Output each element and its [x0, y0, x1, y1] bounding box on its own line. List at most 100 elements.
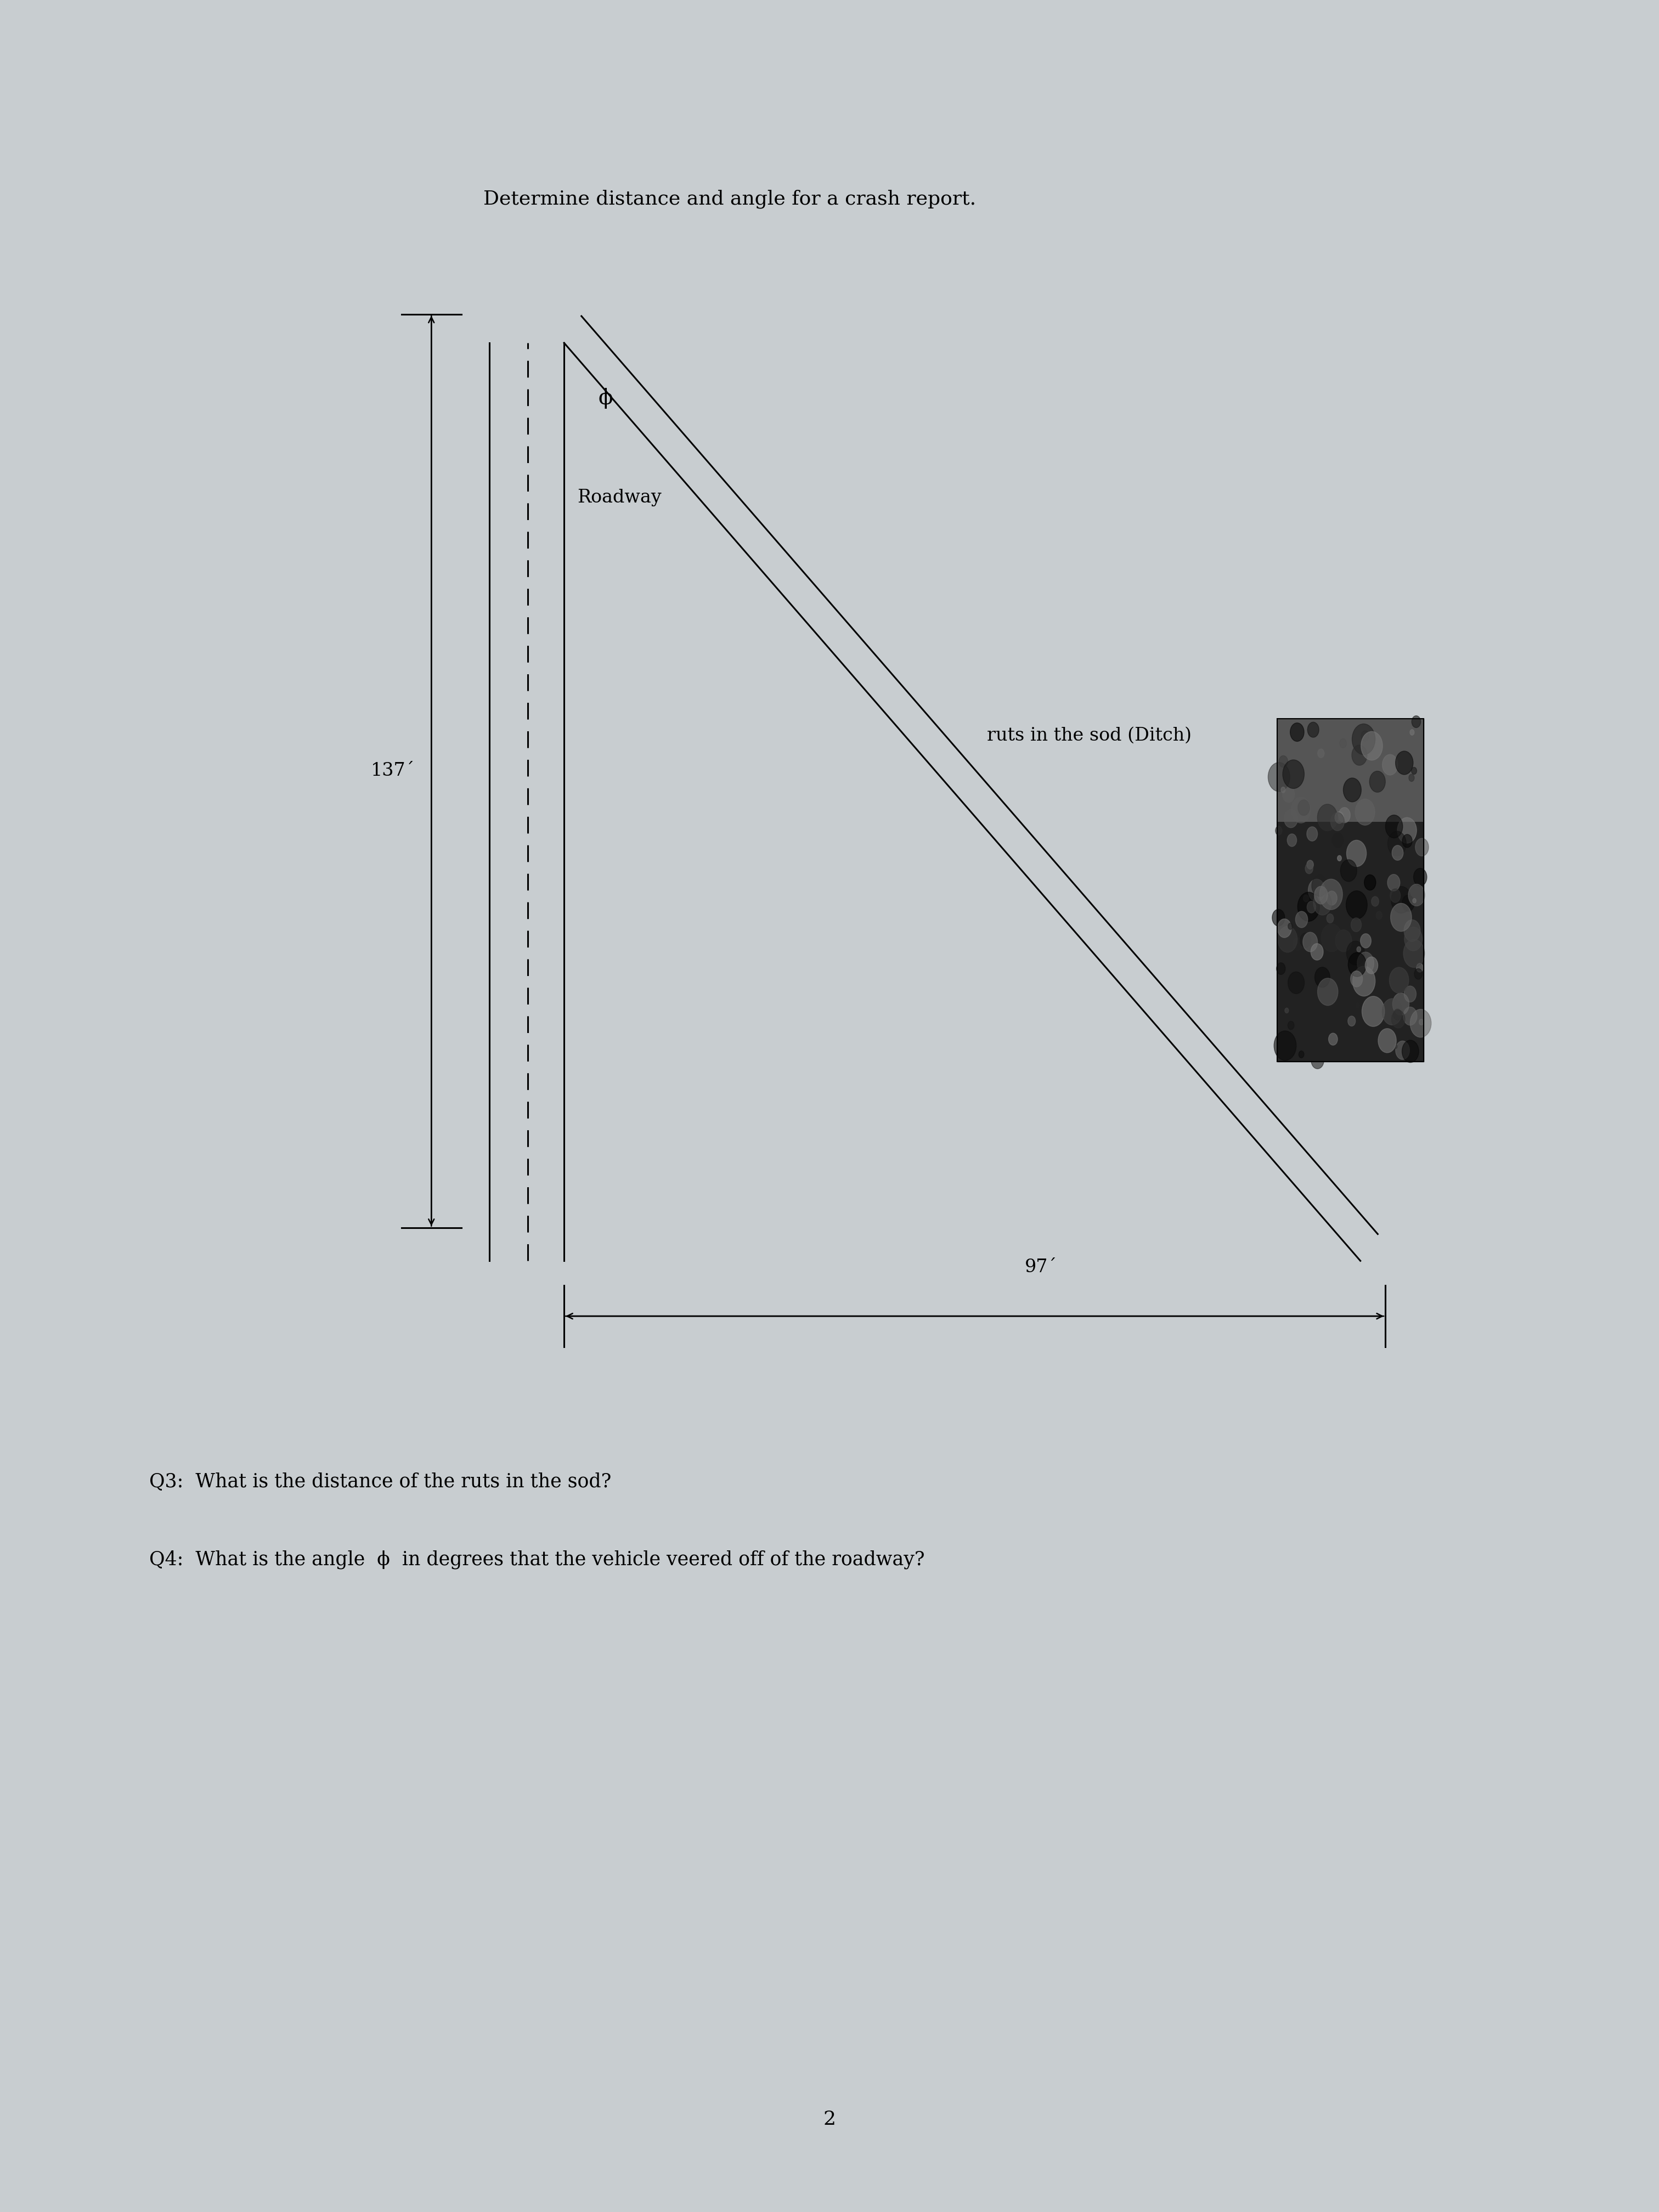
Circle shape: [1392, 1011, 1405, 1029]
Circle shape: [1317, 978, 1339, 1006]
Circle shape: [1404, 1006, 1417, 1024]
Circle shape: [1277, 927, 1297, 953]
Circle shape: [1284, 810, 1297, 827]
Circle shape: [1287, 1022, 1294, 1029]
Circle shape: [1415, 838, 1428, 856]
Circle shape: [1287, 922, 1292, 929]
Circle shape: [1291, 796, 1311, 823]
Circle shape: [1382, 998, 1402, 1024]
Circle shape: [1360, 933, 1370, 949]
Circle shape: [1297, 801, 1309, 816]
Circle shape: [1372, 896, 1379, 907]
Circle shape: [1355, 1002, 1360, 1009]
Circle shape: [1382, 754, 1399, 774]
Circle shape: [1360, 730, 1369, 741]
Circle shape: [1357, 947, 1360, 951]
Circle shape: [1360, 732, 1382, 761]
Circle shape: [1412, 768, 1417, 774]
Circle shape: [1311, 1053, 1324, 1068]
Bar: [1277, 823, 1423, 1062]
Circle shape: [1345, 891, 1367, 918]
Circle shape: [1387, 832, 1407, 856]
Circle shape: [1306, 863, 1312, 874]
Circle shape: [1404, 940, 1425, 967]
Circle shape: [1390, 902, 1412, 931]
Circle shape: [1287, 971, 1304, 993]
Circle shape: [1392, 887, 1412, 914]
Circle shape: [1296, 911, 1307, 927]
Circle shape: [1279, 757, 1287, 768]
Text: ϕ: ϕ: [599, 387, 612, 409]
Circle shape: [1390, 812, 1397, 821]
Circle shape: [1332, 834, 1344, 847]
Circle shape: [1319, 878, 1342, 909]
Circle shape: [1282, 785, 1294, 803]
Circle shape: [1307, 900, 1316, 914]
Circle shape: [1327, 914, 1334, 922]
Circle shape: [1327, 891, 1337, 905]
Circle shape: [1364, 874, 1375, 889]
Circle shape: [1314, 967, 1331, 987]
Circle shape: [1394, 1044, 1397, 1048]
Circle shape: [1387, 874, 1400, 891]
Text: Determine distance and angle for a crash report.: Determine distance and angle for a crash…: [484, 190, 975, 208]
Text: Roadway: Roadway: [577, 489, 662, 507]
Circle shape: [1410, 1009, 1432, 1037]
Circle shape: [1317, 805, 1337, 832]
Circle shape: [1307, 827, 1317, 841]
Circle shape: [1276, 962, 1286, 975]
Circle shape: [1394, 1009, 1402, 1020]
Circle shape: [1291, 723, 1304, 741]
Circle shape: [1307, 860, 1314, 869]
Circle shape: [1418, 1020, 1423, 1024]
Circle shape: [1355, 799, 1375, 825]
Text: 97´: 97´: [1025, 1259, 1057, 1276]
Circle shape: [1347, 940, 1365, 964]
Circle shape: [1395, 1042, 1410, 1060]
Circle shape: [1350, 918, 1362, 931]
Circle shape: [1413, 898, 1417, 902]
Circle shape: [1292, 938, 1302, 951]
Circle shape: [1362, 995, 1385, 1026]
Circle shape: [1304, 896, 1309, 902]
Circle shape: [1408, 885, 1425, 907]
Bar: [1277, 719, 1423, 1062]
Circle shape: [1379, 1029, 1397, 1053]
Circle shape: [1408, 774, 1413, 781]
Circle shape: [1321, 925, 1342, 951]
Circle shape: [1287, 834, 1297, 847]
Circle shape: [1276, 827, 1282, 836]
Circle shape: [1311, 945, 1324, 960]
Circle shape: [1284, 1009, 1289, 1013]
Circle shape: [1392, 993, 1408, 1015]
Circle shape: [1352, 967, 1375, 995]
Circle shape: [1404, 920, 1420, 942]
Circle shape: [1314, 887, 1327, 905]
Circle shape: [1402, 834, 1412, 847]
Circle shape: [1312, 876, 1327, 896]
Circle shape: [1402, 896, 1413, 911]
Circle shape: [1413, 869, 1427, 887]
Circle shape: [1405, 927, 1422, 951]
Circle shape: [1395, 752, 1413, 774]
Circle shape: [1352, 723, 1375, 754]
Text: Q4:  What is the angle  ϕ  in degrees that the vehicle veered off of the roadway: Q4: What is the angle ϕ in degrees that …: [149, 1551, 924, 1568]
Circle shape: [1390, 889, 1400, 902]
Circle shape: [1349, 953, 1367, 978]
Circle shape: [1412, 717, 1420, 728]
Circle shape: [1382, 945, 1397, 964]
Circle shape: [1365, 958, 1379, 973]
Circle shape: [1340, 860, 1357, 883]
Circle shape: [1309, 878, 1326, 902]
Circle shape: [1389, 967, 1408, 993]
Text: 2: 2: [823, 2110, 836, 2128]
Circle shape: [1410, 730, 1413, 734]
Circle shape: [1350, 971, 1362, 987]
Circle shape: [1340, 739, 1347, 748]
Bar: [1277, 719, 1423, 823]
Text: Q3:  What is the distance of the ruts in the sod?: Q3: What is the distance of the ruts in …: [149, 1473, 612, 1491]
Circle shape: [1397, 818, 1417, 843]
Circle shape: [1347, 841, 1367, 867]
Circle shape: [1347, 1015, 1355, 1026]
Circle shape: [1302, 931, 1317, 951]
